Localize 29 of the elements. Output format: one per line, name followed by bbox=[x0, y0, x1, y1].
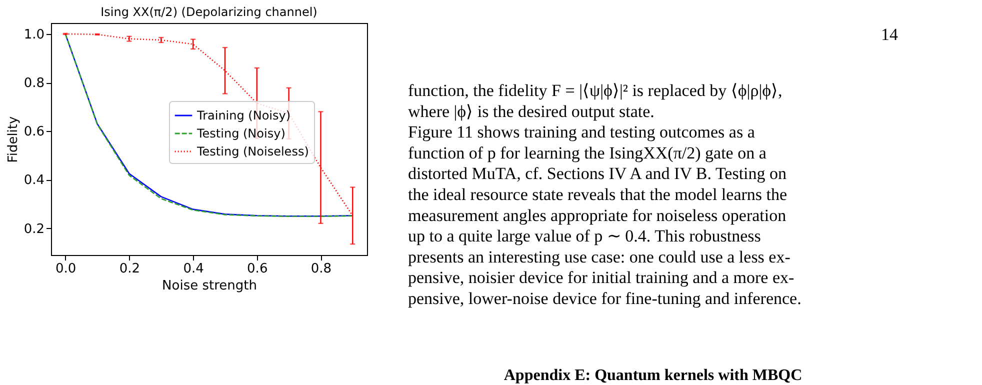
text: presents an interesting use case: one could use a less ex- bbox=[408, 247, 791, 266]
x-tick-label: 0.4 bbox=[183, 262, 204, 276]
text: distorted MuTA, cf. Sections IV A and IV B. Testing on bbox=[408, 164, 788, 184]
x-tick-label: 0.8 bbox=[310, 262, 332, 276]
y-tick-label: 0.8 bbox=[24, 76, 44, 92]
text: pensive, lower-noise device for fine-tuning and inference. bbox=[408, 289, 802, 308]
x-tick-label: 0.0 bbox=[56, 262, 76, 276]
y-tick-label: 0.4 bbox=[24, 173, 44, 188]
text: pensive, noisier device for initial training and a more ex- bbox=[408, 268, 794, 288]
text: Appendix E: Quantum kernels with MBQC bbox=[504, 367, 802, 384]
text: 14 bbox=[881, 25, 898, 44]
text: the ideal resource state reveals that the model learns the bbox=[408, 185, 788, 204]
text: measurement angles appropriate for noiseless operation bbox=[408, 206, 787, 225]
y-tick-label: 0.6 bbox=[24, 124, 44, 140]
text: function, the fidelity F = |⟨ψ|ϕ⟩|² is replaced by ⟨ϕ|ρ|ϕ⟩, bbox=[408, 81, 782, 100]
x-tick-label: 0.2 bbox=[119, 262, 140, 276]
text: function of p for learning the IsingXX(π/2) gate on a bbox=[408, 143, 767, 162]
chart-title: Ising XX(π/2) (Depolarizing channel) bbox=[100, 5, 318, 19]
text: up to a quite large value of p ∼ 0.4. This robustness bbox=[408, 226, 761, 246]
legend-label: Testing (Noisy) bbox=[196, 126, 286, 140]
y-tick-label: 1.0 bbox=[24, 27, 44, 42]
y-tick-label: 0.2 bbox=[24, 222, 44, 237]
x-tick-label: 0.6 bbox=[247, 262, 268, 276]
legend-label: Testing (Noiseless) bbox=[196, 144, 309, 158]
text: where |ϕ⟩ is the desired output state. bbox=[408, 102, 654, 121]
x-axis-title: Noise strength bbox=[162, 278, 257, 294]
text: Figure 11 shows training and testing outcomes as a bbox=[408, 122, 756, 142]
y-axis-title: Fidelity bbox=[6, 116, 21, 163]
legend-label: Training (Noisy) bbox=[196, 108, 291, 122]
